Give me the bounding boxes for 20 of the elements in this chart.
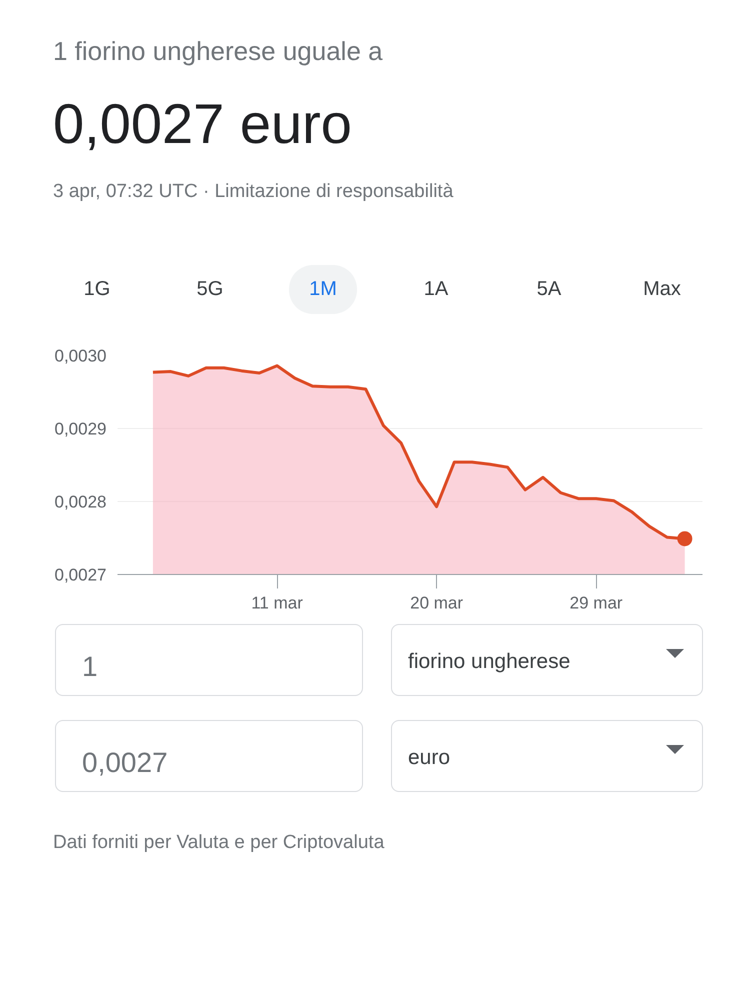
y-tick-label: 0,0027: [54, 566, 107, 584]
y-tick-label: 0,0029: [54, 420, 107, 438]
chart-subtitle: 0,0027 euro: [53, 91, 353, 158]
text: 5G: [196, 277, 224, 302]
x-tick-label: 29 mar: [570, 594, 623, 612]
text: 3 apr, 07:32 UTC · Limitazione di responsabilità: [53, 180, 454, 204]
y-tick-label: 0,0030: [54, 346, 107, 366]
text: 1A: [422, 277, 450, 302]
text: Max: [642, 277, 682, 302]
text: 5A: [536, 277, 562, 302]
y-tick-label: 0,0028: [54, 492, 107, 512]
text: 1: [55, 624, 363, 696]
text: fiorino ungherese: [391, 624, 703, 696]
x-tick-label: 11 mar: [251, 594, 304, 612]
text: euro: [391, 720, 703, 792]
text: 1M: [289, 265, 357, 314]
x-tick-label: 20 mar: [410, 594, 464, 612]
text: 1G: [82, 277, 112, 302]
chart-title: 1 fiorino ungherese uguale a: [53, 35, 384, 68]
text: Dati forniti per Valuta e per Criptovaluta: [52, 831, 386, 855]
